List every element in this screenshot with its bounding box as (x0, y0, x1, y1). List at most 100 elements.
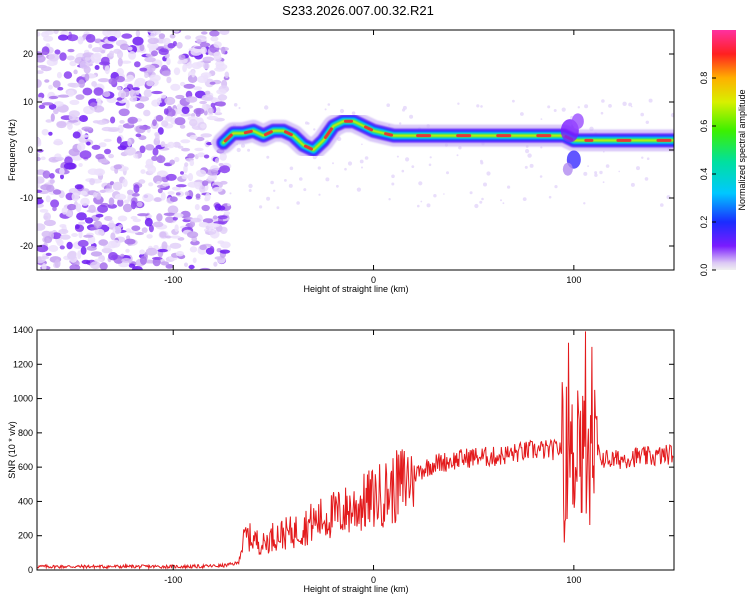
noise-speckle (119, 43, 130, 51)
noise-speckle (178, 54, 186, 60)
background-speckle (456, 154, 459, 157)
noise-speckle (37, 198, 44, 205)
background-speckle (553, 109, 557, 112)
background-speckle (577, 106, 580, 109)
background-speckle (601, 99, 605, 103)
spectrogram-x-tick-label: 100 (566, 275, 581, 285)
noise-speckle (169, 33, 176, 39)
noise-speckle (165, 264, 174, 269)
background-speckle (480, 105, 483, 108)
noise-speckle (155, 114, 164, 122)
noise-speckle (101, 247, 113, 254)
noise-speckle (67, 82, 76, 87)
noise-speckle (116, 86, 122, 91)
ridge-peak-segment (384, 132, 394, 137)
noise-speckle (71, 192, 80, 202)
background-speckle (480, 161, 484, 165)
noise-speckle (74, 56, 86, 65)
noise-speckle (37, 256, 46, 264)
noise-speckle (162, 182, 170, 187)
noise-speckle (209, 30, 220, 37)
noise-speckle (184, 35, 192, 40)
colorbar-tick-label: 0.8 (699, 72, 709, 85)
background-speckle (296, 201, 300, 205)
noise-speckle (142, 193, 154, 203)
noise-speckle (126, 189, 134, 195)
noise-speckle (214, 67, 226, 72)
noise-speckle (144, 72, 149, 79)
noise-speckle (37, 97, 44, 103)
background-speckle (418, 181, 423, 186)
noise-speckle (219, 152, 227, 161)
noise-speckle (78, 221, 86, 225)
noise-speckle (71, 233, 78, 237)
background-speckle (583, 171, 588, 176)
noise-speckle (134, 61, 141, 68)
noise-speckle (48, 95, 59, 100)
background-speckle (288, 183, 293, 188)
background-speckle (594, 173, 598, 177)
noise-speckle (212, 215, 218, 220)
snr-x-tick-label: -100 (164, 575, 182, 585)
noise-speckle (84, 73, 90, 82)
noise-speckle (116, 97, 123, 101)
noise-speckle (167, 141, 175, 149)
background-speckle (325, 177, 330, 182)
noise-speckle (80, 197, 90, 206)
background-speckle (420, 200, 423, 203)
background-speckle (233, 103, 238, 107)
noise-speckle (187, 181, 199, 188)
noise-speckle (151, 50, 158, 57)
noise-speckle (160, 261, 169, 266)
noise-speckle (125, 248, 130, 253)
noise-speckle (167, 205, 179, 215)
noise-speckle (127, 194, 132, 202)
noise-speckle (128, 263, 136, 268)
noise-speckle (199, 185, 206, 193)
background-speckle (391, 174, 395, 179)
noise-speckle (86, 245, 97, 251)
noise-speckle (158, 33, 166, 39)
colorbar-tick-label: 0.2 (699, 216, 709, 229)
noise-speckle (90, 251, 103, 257)
noise-speckle (37, 79, 42, 88)
noise-speckle (181, 174, 189, 180)
noise-speckle (223, 211, 231, 216)
background-speckle (502, 202, 505, 205)
colorbar-label: Normalized spectral amplitude (737, 89, 747, 210)
background-speckle (361, 143, 363, 146)
noise-speckle (67, 203, 77, 211)
noise-speckle (91, 81, 97, 87)
noise-speckle (196, 38, 202, 45)
background-speckle (332, 162, 334, 165)
background-speckle (426, 203, 431, 208)
noise-speckle (183, 83, 196, 89)
snr-y-tick-label: 400 (18, 496, 33, 506)
noise-speckle (187, 74, 198, 83)
noise-speckle (170, 196, 178, 202)
noise-speckle (66, 241, 73, 250)
background-speckle (318, 193, 321, 196)
background-speckle (313, 128, 316, 131)
noise-speckle (137, 213, 149, 217)
background-speckle (303, 188, 307, 192)
noise-speckle (224, 71, 230, 79)
noise-speckle (83, 66, 91, 74)
noise-speckle (92, 47, 103, 53)
background-speckle (522, 197, 527, 202)
noise-speckle (37, 223, 46, 231)
snr-frame (36, 329, 675, 571)
noise-speckle (120, 253, 125, 257)
noise-speckle (109, 50, 114, 57)
noise-speckle (164, 96, 176, 106)
noise-speckle (156, 181, 162, 185)
noise-speckle (137, 96, 150, 102)
noise-speckle (172, 216, 178, 221)
snr-series (37, 331, 674, 570)
background-speckle (259, 205, 263, 209)
noise-speckle (181, 147, 191, 152)
noise-speckle (217, 240, 225, 244)
background-speckle (457, 102, 460, 105)
background-speckle (429, 156, 432, 159)
noise-speckle (37, 189, 43, 193)
